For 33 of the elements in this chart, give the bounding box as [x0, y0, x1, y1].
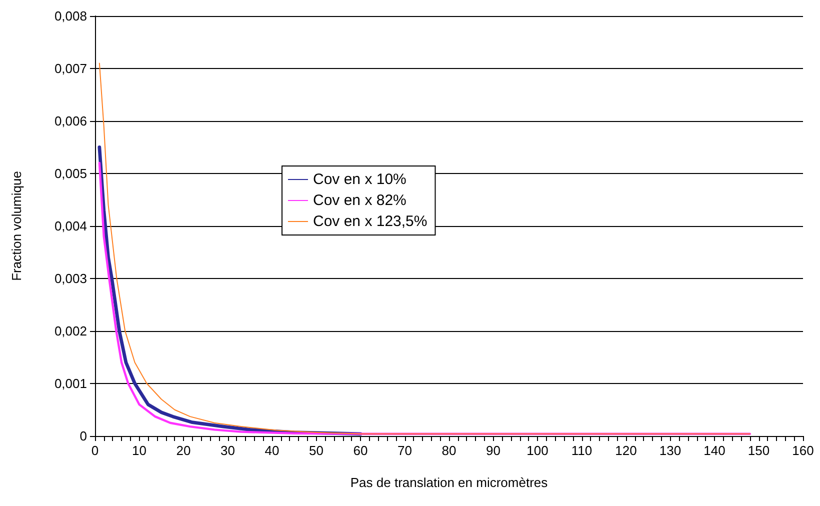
x-tick-label: 90 — [486, 443, 500, 458]
y-tick-label: 0,003 — [54, 271, 87, 286]
x-axis-title: Pas de translation en micromètres — [350, 475, 548, 490]
x-tick-label: 100 — [526, 443, 548, 458]
y-axis-title: Fraction volumique — [9, 171, 24, 281]
x-tick-label: 130 — [659, 443, 682, 458]
y-tick-label: 0,002 — [54, 324, 87, 338]
y-tick-label: 0,004 — [54, 218, 87, 234]
x-tick-label: 60 — [353, 443, 368, 458]
x-tick-label: 110 — [571, 443, 592, 458]
y-tick-label: 0,005 — [54, 166, 87, 181]
x-tick-label: 150 — [748, 443, 770, 458]
x-tick-label: 140 — [704, 443, 726, 458]
x-tick-label: 30 — [220, 443, 235, 458]
x-tick-label: 120 — [615, 443, 637, 458]
x-tick-label: 70 — [398, 443, 412, 458]
x-tick-label: 50 — [309, 443, 324, 458]
y-tick-label: 0,006 — [54, 114, 87, 128]
y-tick-label: 0,007 — [54, 61, 87, 76]
y-tick-label: 0,008 — [54, 8, 87, 24]
x-tick-label: 160 — [792, 443, 814, 458]
x-tick-label: 0 — [91, 443, 99, 458]
y-tick-label: 0 — [80, 428, 87, 444]
y-tick-label: 0,001 — [54, 376, 87, 391]
x-tick-label: 40 — [264, 443, 280, 458]
x-tick-label: 20 — [176, 443, 191, 458]
line-series — [98, 62, 750, 434]
x-tick-label: 80 — [442, 443, 456, 458]
legend-label: Cov en x 82% — [313, 192, 406, 209]
legend-label: Cov en x 10% — [313, 171, 406, 188]
legend-label: Cov en x 123,5% — [313, 213, 428, 230]
x-tick-label: 10 — [132, 443, 146, 458]
line-series — [98, 162, 751, 435]
